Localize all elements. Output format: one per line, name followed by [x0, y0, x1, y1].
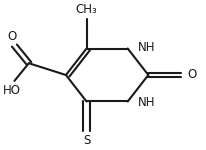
Text: NH: NH — [138, 96, 156, 110]
Text: O: O — [187, 69, 197, 81]
Text: O: O — [8, 30, 17, 43]
Text: NH: NH — [138, 40, 156, 54]
Text: S: S — [83, 134, 90, 147]
Text: HO: HO — [3, 84, 21, 97]
Text: CH₃: CH₃ — [76, 3, 97, 16]
